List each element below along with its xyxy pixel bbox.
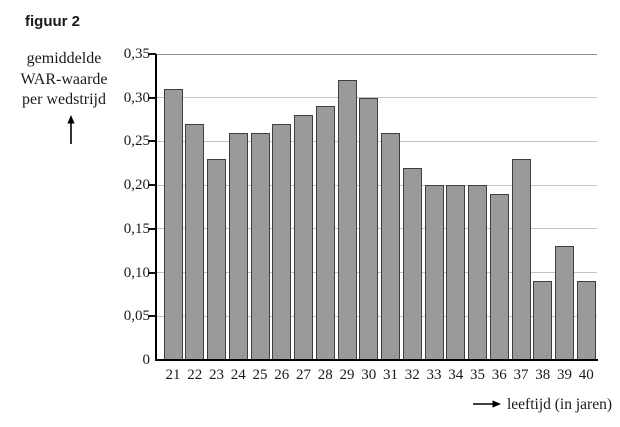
x-tick-label: 35	[470, 367, 485, 383]
x-tick-label: 23	[209, 367, 224, 383]
x-tick-label: 38	[535, 367, 551, 383]
x-tick-label: 36	[491, 367, 507, 383]
bar-age-39	[555, 246, 574, 360]
y-tick-label: 0,25	[123, 133, 150, 150]
x-tick-label: 31	[383, 367, 398, 383]
bar-age-31	[381, 132, 400, 360]
x-tick-label: 30	[361, 367, 377, 383]
bar-age-33	[424, 185, 444, 360]
bar-age-32	[402, 167, 422, 360]
bar-age-28	[315, 106, 335, 360]
x-axis-title-text: leeftijd (in jaren)	[506, 396, 612, 413]
y-tick	[149, 227, 156, 230]
plot-area	[157, 53, 597, 360]
y-axis-line	[155, 54, 157, 361]
bar-age-35	[468, 185, 487, 360]
x-tick-label: 28	[317, 367, 333, 383]
right-arrow-icon	[472, 396, 501, 414]
y-tick	[149, 140, 156, 143]
bar-age-23	[207, 158, 226, 360]
x-tick-label: 32	[404, 367, 420, 383]
x-tick-label: 33	[426, 367, 442, 383]
y-axis-title-line3: per wedstrijd	[22, 91, 106, 108]
x-tick-label: 29	[339, 367, 355, 383]
x-tick-label: 25	[252, 367, 268, 383]
y-tick-label: 0	[142, 352, 151, 368]
y-tick-label: 0,15	[123, 220, 150, 237]
y-tick	[149, 271, 156, 274]
bar-age-26	[272, 123, 292, 360]
x-tick-label: 27	[296, 367, 311, 383]
bar-age-30	[359, 97, 379, 360]
y-tick-label: 0,30	[123, 89, 150, 106]
y-axis-title: gemiddelde WAR-waarde per wedstrijd	[8, 49, 120, 151]
x-tick-label: 39	[557, 367, 572, 383]
x-tick-label: 24	[230, 367, 246, 383]
gridline	[157, 53, 597, 55]
x-tick-label: 37	[513, 367, 529, 383]
up-arrow-icon	[15, 114, 127, 152]
y-axis-title-line2: WAR-waarde	[20, 70, 108, 88]
bar-age-21	[163, 88, 183, 360]
gridline	[157, 97, 597, 99]
bar-age-36	[489, 193, 509, 360]
x-tick-label: 34	[448, 367, 464, 383]
y-tick	[149, 315, 156, 318]
x-tick-label: 40	[578, 367, 594, 383]
y-tick	[149, 53, 156, 55]
bar-age-34	[446, 185, 466, 360]
x-tick-label: 21	[165, 367, 181, 383]
y-tick-label: 0,05	[123, 308, 150, 325]
bar-age-24	[228, 132, 248, 360]
bar-age-37	[511, 158, 531, 360]
x-tick-label: 26	[274, 367, 290, 383]
bar-age-27	[294, 115, 313, 360]
bar-age-22	[185, 123, 205, 360]
bar-age-38	[533, 281, 553, 360]
y-tick-label: 0,35	[123, 46, 150, 62]
x-axis-line	[155, 359, 598, 361]
y-tick	[149, 96, 156, 99]
x-axis-title: leeftijd (in jaren)	[472, 396, 612, 414]
y-tick	[149, 184, 156, 187]
bar-age-25	[250, 132, 270, 360]
y-tick-label: 0,20	[123, 177, 150, 194]
x-tick-label: 22	[187, 367, 203, 383]
bar-age-40	[576, 281, 596, 360]
bar-age-29	[337, 80, 357, 360]
y-axis-title-line1: gemiddelde	[26, 50, 102, 67]
figure-title: figuur 2	[25, 13, 80, 30]
y-tick-label: 0,10	[123, 264, 150, 281]
